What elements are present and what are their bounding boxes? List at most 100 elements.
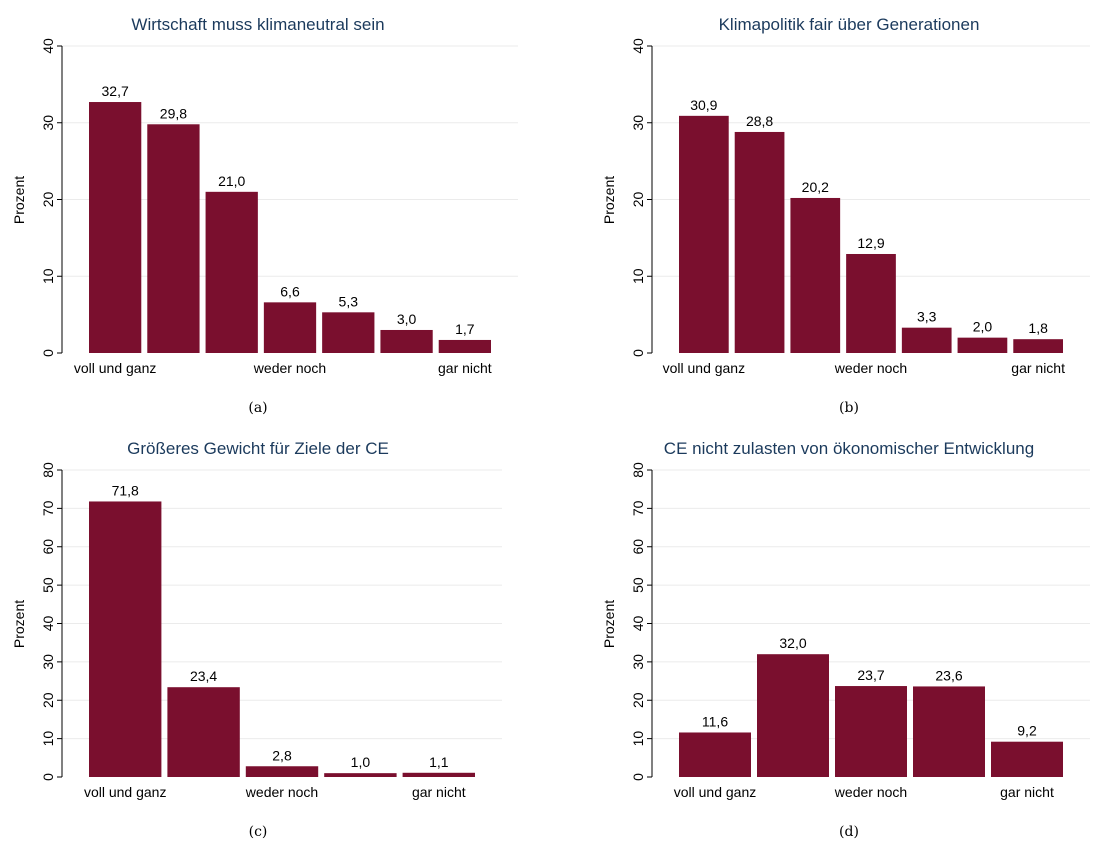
bar-chart-d: CE nicht zulasten von ökonomischer Entwi… xyxy=(601,439,1090,840)
y-axis: 0 10 20 30 40 50 60 70 80 xyxy=(40,462,63,781)
chart-panel-c: Größeres Gewicht für Ziele der CE Prozen… xyxy=(0,420,540,841)
data-label: 32,7 xyxy=(102,83,129,99)
y-tick-label: 50 xyxy=(40,577,56,593)
y-tick-label: 0 xyxy=(40,349,56,357)
y-tick-label: 60 xyxy=(630,539,646,555)
bar xyxy=(679,115,729,353)
x-tick-label: gar nicht xyxy=(1000,784,1054,800)
bar xyxy=(734,131,785,353)
y-tick-label: 0 xyxy=(630,773,646,781)
data-label: 23,7 xyxy=(857,667,884,683)
bar xyxy=(402,772,475,777)
y-tick-label: 0 xyxy=(40,773,56,781)
y-tick-label: 70 xyxy=(40,500,56,516)
y-axis: 0 10 20 30 40 xyxy=(40,38,63,357)
y-tick-label: 80 xyxy=(40,462,56,478)
y-tick-label: 40 xyxy=(40,616,56,632)
data-label: 12,9 xyxy=(857,235,884,251)
bar xyxy=(205,191,258,353)
y-tick-label: 30 xyxy=(630,115,646,131)
figure-caption: (a) xyxy=(248,400,267,416)
bars: 71,8 23,4 2,8 1,0 1,1 xyxy=(89,482,475,777)
x-axis: voll und ganz weder noch gar nicht xyxy=(663,360,1065,376)
y-tick-label: 10 xyxy=(40,731,56,747)
bar xyxy=(322,312,375,353)
data-label: 1,7 xyxy=(455,321,475,337)
bar xyxy=(167,687,240,777)
bar xyxy=(1013,339,1063,353)
figure-caption: (d) xyxy=(839,824,859,840)
bars: 32,7 29,8 21,0 6,6 5,3 3,0 1,7 xyxy=(89,83,491,353)
x-axis: voll und ganz weder noch gar nicht xyxy=(674,784,1054,800)
chart-title: Größeres Gewicht für Ziele der CE xyxy=(127,439,389,458)
data-label: 23,4 xyxy=(190,668,217,684)
y-tick-label: 30 xyxy=(630,654,646,670)
x-tick-label: voll und ganz xyxy=(84,784,167,800)
y-axis-label: Prozent xyxy=(601,600,617,648)
y-axis-label: Prozent xyxy=(11,176,27,224)
y-tick-label: 40 xyxy=(630,38,646,54)
bar xyxy=(324,773,397,777)
bar xyxy=(380,329,433,353)
y-tick-label: 20 xyxy=(40,192,56,208)
x-axis: voll und ganz weder noch gar nicht xyxy=(84,784,466,800)
data-label: 11,6 xyxy=(702,713,728,729)
x-tick-label: weder noch xyxy=(253,360,326,376)
bar xyxy=(89,102,142,353)
data-label: 32,0 xyxy=(779,635,806,651)
y-tick-label: 10 xyxy=(630,268,646,284)
x-tick-label: gar nicht xyxy=(412,784,466,800)
y-tick-label: 20 xyxy=(630,192,646,208)
data-label: 1,8 xyxy=(1028,320,1048,336)
y-tick-label: 40 xyxy=(630,616,646,632)
bars: 11,6 32,0 23,7 23,6 9,2 xyxy=(679,635,1063,777)
bar xyxy=(991,741,1063,777)
bar xyxy=(913,686,985,777)
bar xyxy=(835,686,907,777)
y-tick-label: 10 xyxy=(630,731,646,747)
data-label: 28,8 xyxy=(746,113,773,129)
data-label: 2,0 xyxy=(973,319,993,335)
y-axis: 0 10 20 30 40 xyxy=(630,38,653,357)
bar xyxy=(901,327,952,353)
chart-panel-a: Wirtschaft muss klimaneutral sein Prozen… xyxy=(0,0,540,420)
bar xyxy=(245,766,319,777)
y-tick-label: 70 xyxy=(630,500,646,516)
bar xyxy=(263,302,317,353)
y-tick-label: 30 xyxy=(40,654,56,670)
bar xyxy=(846,253,896,353)
bar xyxy=(147,124,200,353)
y-axis: 0 10 20 30 40 50 60 70 80 xyxy=(630,462,653,781)
data-label: 29,8 xyxy=(160,105,187,121)
bar xyxy=(790,197,841,353)
x-tick-label: weder noch xyxy=(245,784,318,800)
y-tick-label: 60 xyxy=(40,539,56,555)
chart-title: Klimapolitik fair über Generationen xyxy=(719,15,980,34)
y-tick-label: 30 xyxy=(40,115,56,131)
chart-panel-d: CE nicht zulasten von ökonomischer Entwi… xyxy=(550,420,1090,841)
data-label: 6,6 xyxy=(280,283,300,299)
chart-title: CE nicht zulasten von ökonomischer Entwi… xyxy=(664,439,1034,458)
bar xyxy=(679,732,751,777)
bar xyxy=(757,654,829,777)
data-label: 20,2 xyxy=(802,179,829,195)
x-tick-label: gar nicht xyxy=(1011,360,1065,376)
bar xyxy=(89,501,162,777)
figure-caption: (b) xyxy=(839,400,859,416)
bar-chart-a: Wirtschaft muss klimaneutral sein Prozen… xyxy=(11,15,518,416)
x-tick-label: weder noch xyxy=(834,360,907,376)
chart-panel-b: Klimapolitik fair über Generationen Proz… xyxy=(550,0,1090,420)
x-axis: voll und ganz weder noch gar nicht xyxy=(74,360,492,376)
data-label: 1,1 xyxy=(429,754,449,770)
data-label: 21,0 xyxy=(218,173,245,189)
x-tick-label: weder noch xyxy=(834,784,907,800)
data-label: 3,3 xyxy=(917,309,937,325)
bars: 30,9 28,8 20,2 12,9 3,3 2,0 1,8 xyxy=(679,97,1063,353)
bar-chart-c: Größeres Gewicht für Ziele der CE Prozen… xyxy=(11,439,502,840)
data-label: 1,0 xyxy=(351,754,371,770)
y-tick-label: 20 xyxy=(40,692,56,708)
data-label: 9,2 xyxy=(1017,723,1037,739)
y-tick-label: 80 xyxy=(630,462,646,478)
x-tick-label: gar nicht xyxy=(438,360,492,376)
y-axis-label: Prozent xyxy=(11,600,27,648)
